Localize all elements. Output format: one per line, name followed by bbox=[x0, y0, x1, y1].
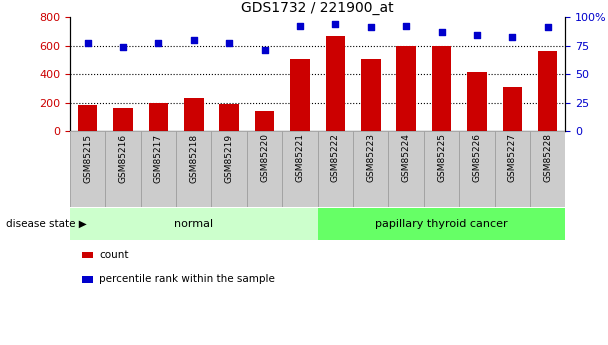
Point bbox=[83, 41, 92, 46]
Text: normal: normal bbox=[174, 219, 213, 229]
Bar bbox=[459, 131, 495, 207]
Bar bbox=[538, 51, 558, 131]
Bar bbox=[78, 105, 97, 131]
Bar bbox=[212, 131, 247, 207]
Text: GSM85223: GSM85223 bbox=[366, 134, 375, 183]
Bar bbox=[530, 131, 565, 207]
Bar bbox=[219, 104, 239, 131]
Bar bbox=[467, 72, 486, 131]
Bar bbox=[389, 131, 424, 207]
Text: count: count bbox=[99, 250, 129, 260]
Point bbox=[401, 23, 411, 29]
Point bbox=[189, 37, 199, 43]
Bar bbox=[149, 104, 168, 131]
Text: GSM85219: GSM85219 bbox=[225, 134, 233, 183]
Point bbox=[437, 29, 446, 35]
Point bbox=[366, 25, 376, 30]
Bar bbox=[495, 131, 530, 207]
Bar bbox=[396, 46, 416, 131]
Bar bbox=[255, 111, 274, 131]
Bar bbox=[140, 131, 176, 207]
Text: GSM85227: GSM85227 bbox=[508, 134, 517, 183]
Text: GSM85226: GSM85226 bbox=[472, 134, 482, 183]
Point bbox=[543, 25, 553, 30]
Text: GSM85218: GSM85218 bbox=[189, 134, 198, 183]
Point bbox=[331, 21, 340, 27]
Point bbox=[118, 44, 128, 50]
Text: GSM85215: GSM85215 bbox=[83, 134, 92, 183]
Bar bbox=[247, 131, 282, 207]
Bar bbox=[113, 108, 133, 131]
Text: disease state ▶: disease state ▶ bbox=[6, 219, 87, 229]
Point bbox=[295, 23, 305, 29]
Bar bbox=[326, 37, 345, 131]
Bar bbox=[361, 59, 381, 131]
Bar bbox=[503, 87, 522, 131]
Bar bbox=[424, 131, 459, 207]
Text: GSM85217: GSM85217 bbox=[154, 134, 163, 183]
Text: GSM85216: GSM85216 bbox=[119, 134, 128, 183]
Bar bbox=[105, 131, 140, 207]
Bar bbox=[317, 208, 565, 240]
Bar bbox=[353, 131, 389, 207]
Text: GSM85221: GSM85221 bbox=[295, 134, 305, 183]
Text: GSM85228: GSM85228 bbox=[543, 134, 552, 183]
Bar bbox=[432, 47, 451, 131]
Title: GDS1732 / 221900_at: GDS1732 / 221900_at bbox=[241, 1, 394, 15]
Point bbox=[224, 41, 234, 46]
Bar bbox=[290, 59, 309, 131]
Point bbox=[508, 34, 517, 39]
Text: GSM85224: GSM85224 bbox=[402, 134, 410, 182]
Point bbox=[260, 48, 269, 53]
Bar bbox=[184, 98, 204, 131]
Bar bbox=[176, 131, 212, 207]
Bar bbox=[70, 131, 105, 207]
Text: GSM85220: GSM85220 bbox=[260, 134, 269, 183]
Bar bbox=[282, 131, 317, 207]
Bar bbox=[317, 131, 353, 207]
Bar bbox=[70, 208, 317, 240]
Point bbox=[154, 41, 164, 46]
Text: percentile rank within the sample: percentile rank within the sample bbox=[99, 275, 275, 284]
Text: GSM85222: GSM85222 bbox=[331, 134, 340, 182]
Text: papillary thyroid cancer: papillary thyroid cancer bbox=[375, 219, 508, 229]
Point bbox=[472, 33, 482, 38]
Text: GSM85225: GSM85225 bbox=[437, 134, 446, 183]
